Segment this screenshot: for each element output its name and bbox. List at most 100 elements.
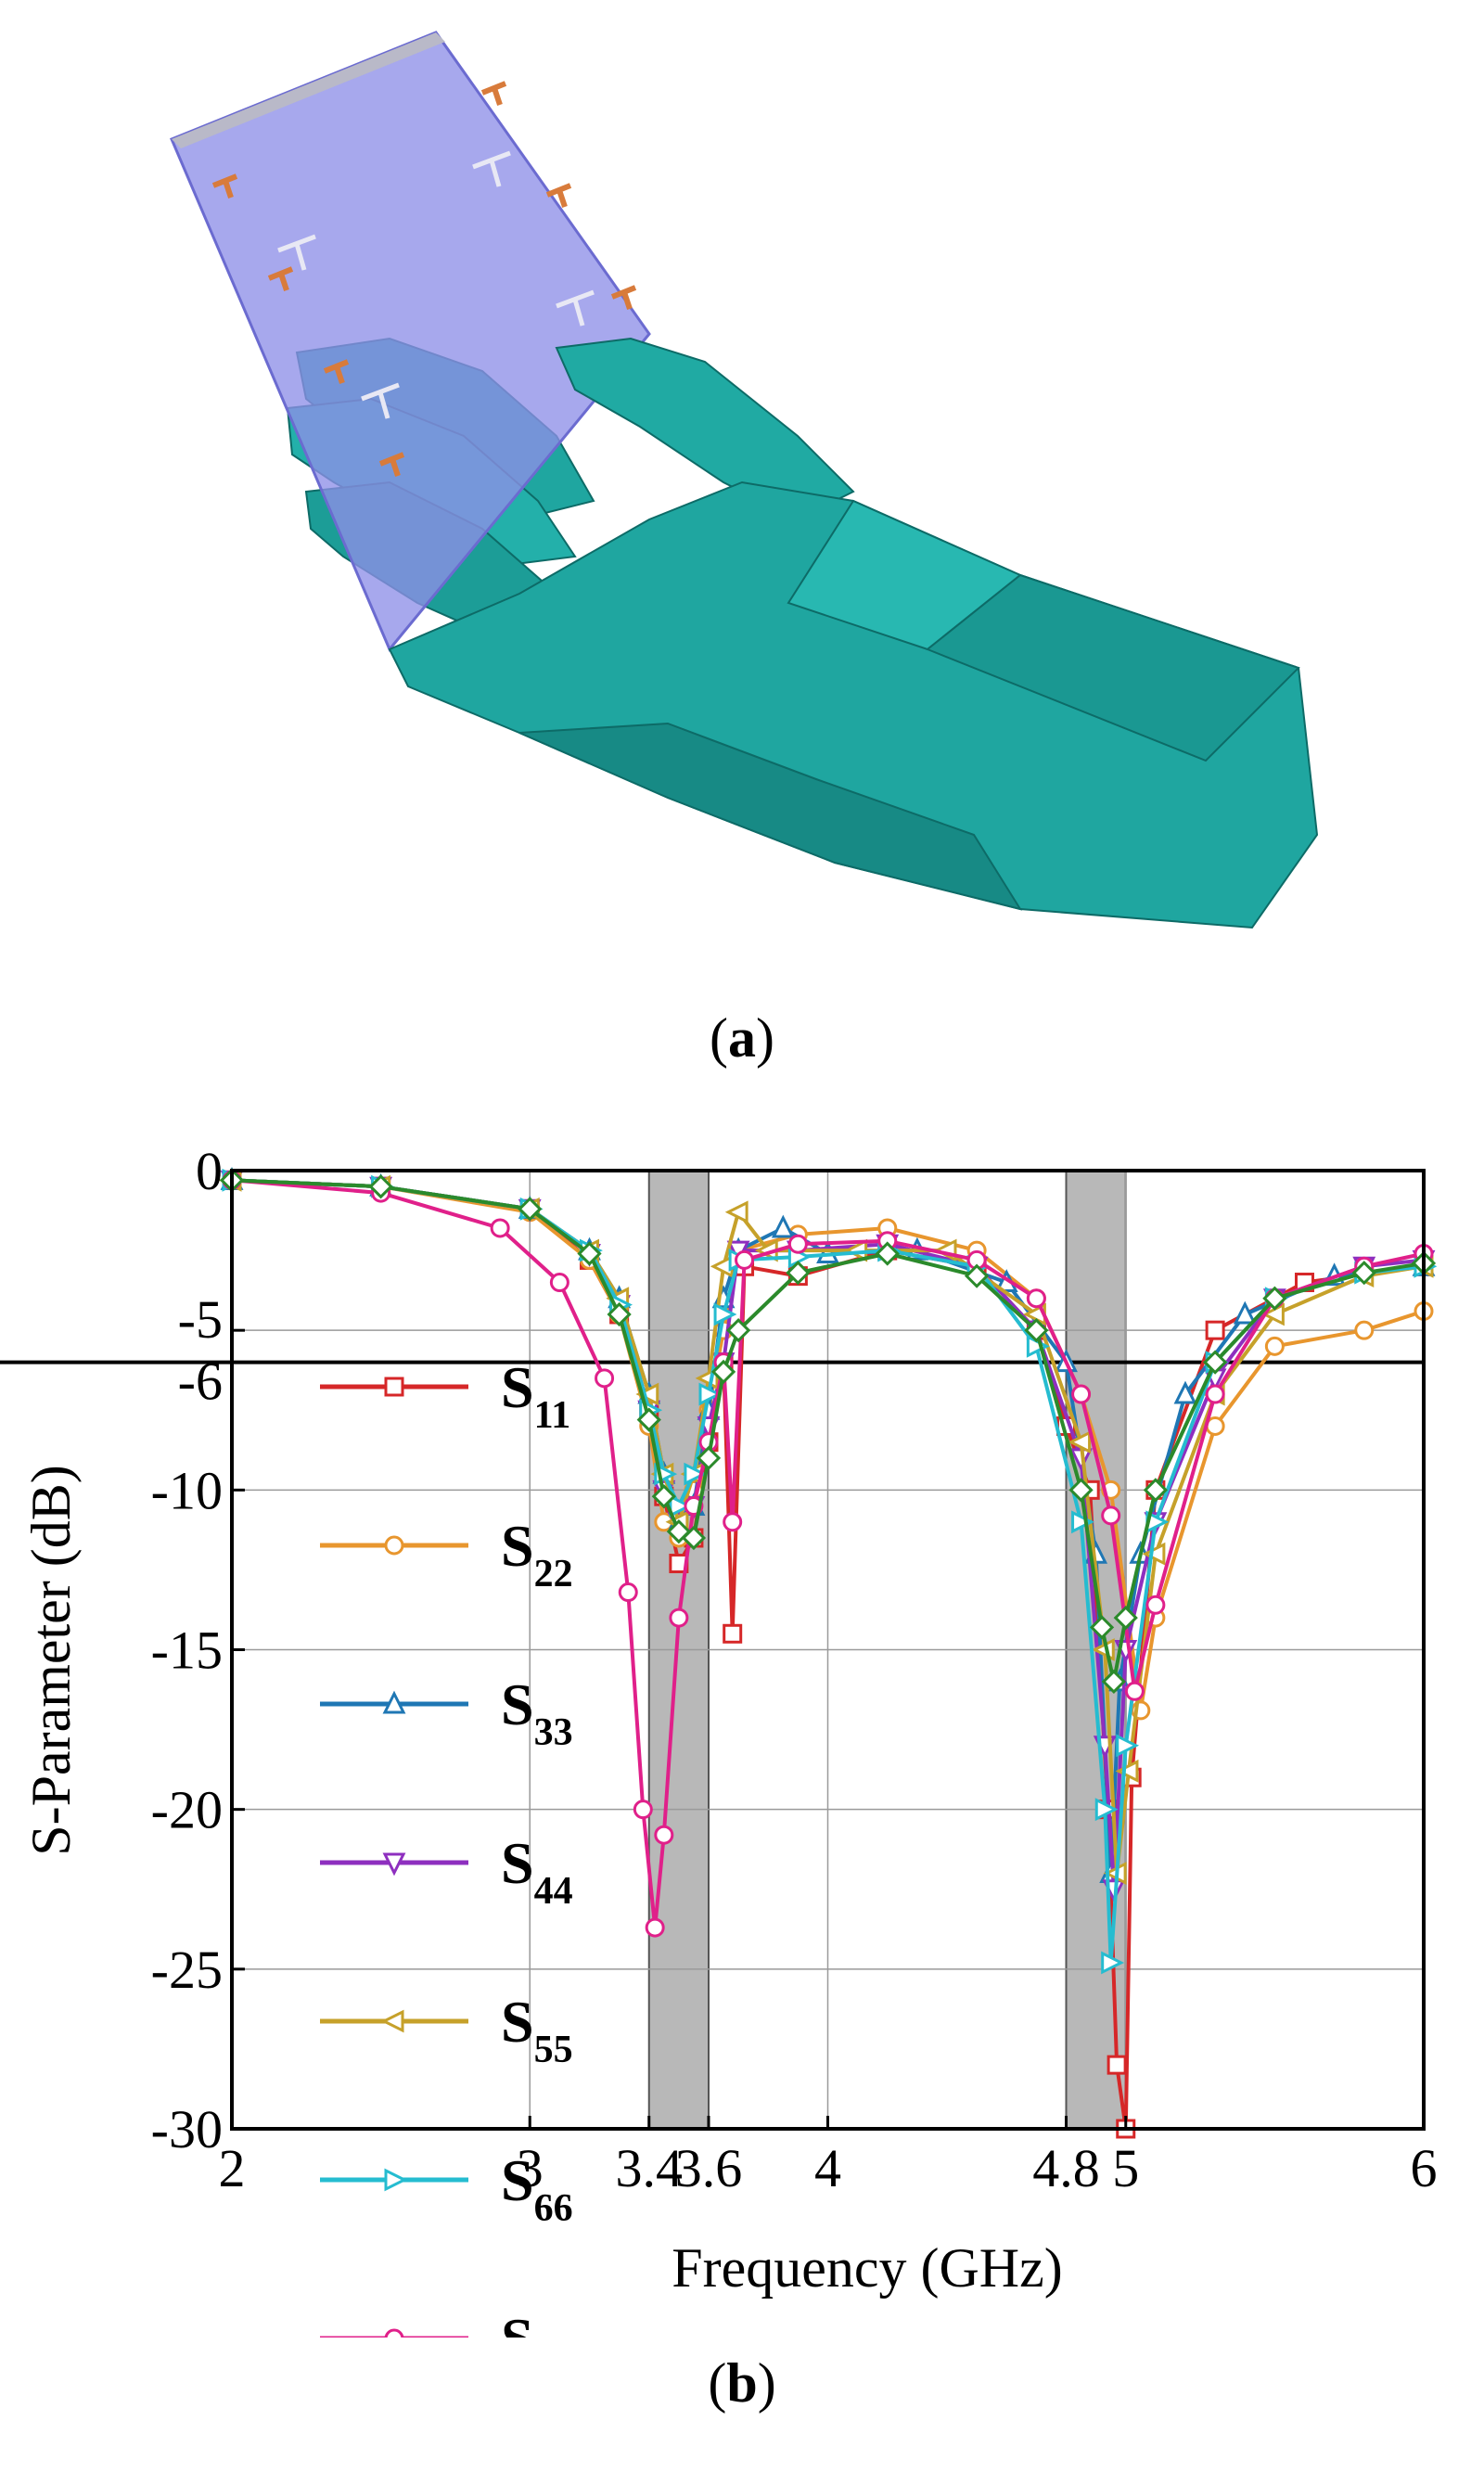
point-s66-7 — [669, 1494, 693, 1518]
point-s66-17 — [1094, 1798, 1119, 1822]
x-tick-label-4: 4 — [814, 2138, 841, 2198]
point-s77-3 — [549, 1273, 569, 1293]
legend-label-s55: S55 — [501, 1989, 573, 2071]
legend-marker-s33 — [382, 1690, 406, 1714]
caption-a: (a) — [710, 1007, 774, 1069]
point-s66-18 — [1101, 1951, 1125, 1975]
point-s88-17 — [1089, 1615, 1115, 1640]
legend-marker-s66 — [384, 2168, 408, 2192]
y-tick-label--30: -30 — [151, 2099, 223, 2159]
point-s55-19 — [1115, 1759, 1139, 1783]
point-s77-9 — [669, 1608, 689, 1628]
y-tick-label--20: -20 — [151, 1780, 223, 1840]
y-tick-label--6: -6 — [178, 1351, 223, 1412]
point-s88-6 — [651, 1484, 676, 1509]
series-s66 — [222, 1168, 1438, 1975]
point-s77-21 — [1124, 1681, 1145, 1701]
series-s55 — [218, 1168, 1434, 1885]
series-s88 — [219, 1168, 1437, 1695]
x-tick-label-3.4: 3.4 — [616, 2138, 684, 2198]
legend-label-s44: S44 — [501, 1830, 573, 1913]
point-s66-16 — [1071, 1510, 1094, 1534]
point-s88-10 — [710, 1359, 736, 1385]
series-s77 — [222, 1170, 1434, 1938]
point-s55-16 — [1068, 1430, 1092, 1454]
point-s88-1 — [368, 1174, 393, 1199]
legend-label-s33: S33 — [501, 1672, 573, 1754]
y-axis-ticks: 0 -5-6 -10 -15 -20 -25 -30 — [151, 1141, 245, 2159]
point-s88-23 — [1351, 1261, 1376, 1286]
hand-device-illustration — [170, 31, 1319, 929]
x-tick-label-6: 6 — [1411, 2138, 1438, 2198]
s-parameter-chart: 2 3 3.43.6 4 4.8 5 6 0 -5-6 -10 -15 -20 -25 -30 S11 S… — [0, 1141, 1438, 2338]
point-s55-11 — [724, 1200, 748, 1224]
point-s88-11 — [726, 1318, 751, 1343]
point-s77-15 — [787, 1234, 808, 1254]
hand-palm — [388, 337, 1319, 929]
legend-item-s11: S11 — [320, 1354, 570, 1437]
point-s11-20 — [1107, 2055, 1127, 2075]
legend-item-s77: S77 — [320, 2306, 573, 2338]
y-tick-label--25: -25 — [151, 1940, 223, 2000]
legend-item-s33: S33 — [320, 1672, 573, 1754]
y-tick-label-0: 0 — [196, 1141, 223, 1201]
point-s88-14 — [965, 1263, 990, 1288]
legend-label-s66: S66 — [501, 2147, 573, 2230]
point-s11-24 — [1205, 1320, 1225, 1340]
point-s77-4 — [595, 1368, 615, 1389]
legend-item-s22: S22 — [320, 1513, 573, 1595]
x-axis-ticks: 2 3 3.43.6 4 4.8 5 6 — [219, 2116, 1438, 2198]
point-s88-9 — [696, 1445, 722, 1471]
point-s55-5 — [635, 1382, 659, 1406]
point-s33-12 — [771, 1214, 795, 1238]
point-s88-5 — [636, 1407, 661, 1432]
point-s88-4 — [607, 1301, 632, 1327]
point-s88-20 — [1143, 1478, 1168, 1503]
y-tick-label--5: -5 — [178, 1289, 223, 1350]
legend-marker-s22 — [384, 1535, 404, 1556]
point-s88-21 — [1203, 1350, 1228, 1375]
point-s88-3 — [577, 1241, 602, 1266]
legend-label-s11: S11 — [501, 1354, 570, 1437]
point-s88-12 — [786, 1261, 811, 1286]
point-s77-8 — [654, 1825, 674, 1845]
legend-item-s55: S55 — [320, 1989, 573, 2071]
point-s11-11 — [723, 1623, 743, 1644]
x-tick-label-3: 3 — [517, 2138, 544, 2198]
legend-label-s77: S77 — [501, 2306, 573, 2338]
x-tick-label-5: 5 — [1112, 2138, 1139, 2198]
legend-label-s22: S22 — [501, 1513, 573, 1595]
point-s88-18 — [1101, 1669, 1127, 1695]
point-s55-20 — [1142, 1542, 1166, 1566]
point-s66-9 — [698, 1382, 723, 1406]
point-s77-2 — [490, 1218, 510, 1238]
point-s66-8 — [684, 1462, 708, 1486]
series-lines — [218, 1166, 1438, 2139]
point-s33-22 — [1233, 1300, 1257, 1325]
point-s77-5 — [618, 1582, 638, 1603]
point-s88-2 — [518, 1197, 543, 1222]
x-tick-label-2: 2 — [219, 2138, 246, 2198]
point-s77-13 — [723, 1512, 743, 1532]
point-s88-13 — [875, 1241, 900, 1266]
legend-item-s44: S44 — [320, 1830, 573, 1913]
point-s77-7 — [645, 1917, 665, 1938]
point-s77-14 — [735, 1249, 755, 1270]
legend-marker-s77 — [384, 2328, 404, 2338]
point-s22-21 — [1264, 1336, 1285, 1356]
point-s77-20 — [1101, 1505, 1121, 1526]
point-s88-15 — [1024, 1318, 1049, 1343]
point-s66-19 — [1116, 1734, 1140, 1758]
y-tick-label--10: -10 — [151, 1460, 223, 1520]
legend: S11S22S33S44S55S66S77S88 — [320, 1354, 573, 2338]
legend-marker-s55 — [380, 2009, 404, 2033]
legend-marker-s44 — [382, 1852, 406, 1877]
caption-b: (b) — [708, 2352, 776, 2414]
legend-item-s66: S66 — [320, 2147, 573, 2230]
point-s77-19 — [1071, 1384, 1092, 1404]
legend-marker-s11 — [384, 1377, 404, 1397]
x-axis-label: Frequency (GHz) — [672, 2237, 1063, 2299]
point-s77-18 — [1026, 1288, 1046, 1309]
point-s66-15 — [1026, 1334, 1050, 1358]
point-s88-16 — [1068, 1478, 1094, 1503]
